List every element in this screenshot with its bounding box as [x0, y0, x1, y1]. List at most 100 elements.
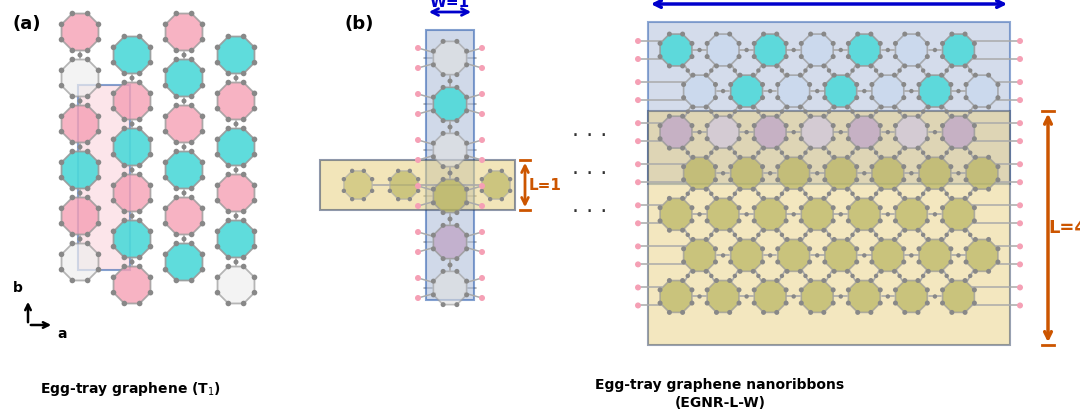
Circle shape: [909, 89, 914, 93]
Circle shape: [241, 117, 246, 122]
Circle shape: [58, 21, 65, 27]
Circle shape: [846, 301, 851, 306]
Circle shape: [768, 253, 772, 258]
Circle shape: [680, 114, 685, 119]
Circle shape: [831, 301, 836, 306]
Circle shape: [464, 108, 469, 113]
Circle shape: [799, 54, 804, 59]
Polygon shape: [62, 14, 98, 51]
Circle shape: [868, 196, 874, 201]
Circle shape: [137, 117, 143, 122]
Circle shape: [727, 310, 732, 315]
Bar: [78, 85, 130, 270]
Circle shape: [878, 136, 882, 141]
Circle shape: [827, 150, 832, 155]
Circle shape: [760, 177, 765, 183]
Circle shape: [200, 129, 205, 134]
Circle shape: [111, 106, 117, 112]
Circle shape: [940, 301, 945, 306]
Circle shape: [917, 246, 921, 251]
Text: . . .: . . .: [572, 196, 608, 216]
Circle shape: [681, 95, 686, 100]
Circle shape: [635, 202, 642, 208]
Circle shape: [415, 229, 421, 235]
Circle shape: [845, 269, 850, 274]
Circle shape: [189, 57, 194, 62]
Circle shape: [897, 274, 902, 278]
Circle shape: [752, 54, 757, 59]
Circle shape: [737, 301, 742, 306]
Circle shape: [879, 105, 883, 110]
Circle shape: [916, 278, 920, 283]
Circle shape: [96, 159, 102, 165]
Circle shape: [897, 110, 902, 114]
Circle shape: [838, 294, 843, 299]
Circle shape: [909, 253, 914, 258]
Polygon shape: [967, 157, 998, 189]
Circle shape: [710, 150, 714, 155]
Circle shape: [226, 218, 231, 223]
Circle shape: [480, 111, 485, 117]
Circle shape: [189, 11, 194, 16]
Circle shape: [666, 310, 672, 315]
Circle shape: [122, 163, 127, 168]
Circle shape: [215, 290, 220, 295]
Circle shape: [822, 260, 827, 265]
Circle shape: [968, 68, 972, 73]
Text: (b): (b): [345, 15, 375, 33]
Circle shape: [720, 89, 726, 93]
Circle shape: [704, 187, 708, 192]
Circle shape: [431, 95, 436, 100]
Circle shape: [689, 287, 694, 293]
Polygon shape: [165, 105, 202, 143]
Circle shape: [744, 130, 748, 134]
Circle shape: [704, 301, 710, 306]
Circle shape: [799, 218, 804, 223]
Circle shape: [362, 169, 366, 173]
Circle shape: [926, 269, 931, 274]
Circle shape: [784, 136, 788, 141]
Circle shape: [940, 287, 945, 293]
Circle shape: [174, 149, 179, 154]
Circle shape: [704, 41, 710, 46]
Circle shape: [704, 155, 708, 160]
Circle shape: [845, 105, 850, 110]
Circle shape: [137, 255, 143, 260]
Circle shape: [174, 11, 179, 16]
Circle shape: [455, 269, 459, 274]
Circle shape: [986, 155, 991, 160]
Polygon shape: [825, 75, 856, 107]
Circle shape: [784, 73, 789, 77]
Circle shape: [815, 253, 820, 258]
Circle shape: [252, 152, 257, 157]
Circle shape: [845, 73, 850, 77]
Circle shape: [815, 171, 820, 176]
Circle shape: [868, 114, 874, 119]
Circle shape: [415, 111, 421, 117]
Polygon shape: [165, 59, 202, 96]
Circle shape: [704, 105, 708, 110]
Circle shape: [940, 41, 945, 46]
Circle shape: [933, 294, 937, 299]
Polygon shape: [801, 198, 833, 230]
Circle shape: [122, 208, 127, 214]
Circle shape: [727, 228, 732, 233]
Circle shape: [804, 274, 808, 278]
Circle shape: [111, 290, 117, 295]
Circle shape: [869, 177, 875, 183]
Circle shape: [681, 260, 686, 265]
Circle shape: [804, 68, 808, 73]
Circle shape: [821, 310, 826, 315]
Polygon shape: [62, 152, 98, 188]
Circle shape: [949, 145, 955, 151]
Circle shape: [704, 123, 710, 128]
Circle shape: [350, 197, 354, 201]
Circle shape: [666, 145, 672, 151]
Circle shape: [878, 287, 882, 293]
Circle shape: [415, 65, 421, 71]
Circle shape: [962, 228, 968, 233]
Circle shape: [189, 149, 194, 154]
Circle shape: [751, 73, 756, 77]
Polygon shape: [849, 34, 880, 66]
Circle shape: [893, 136, 897, 141]
